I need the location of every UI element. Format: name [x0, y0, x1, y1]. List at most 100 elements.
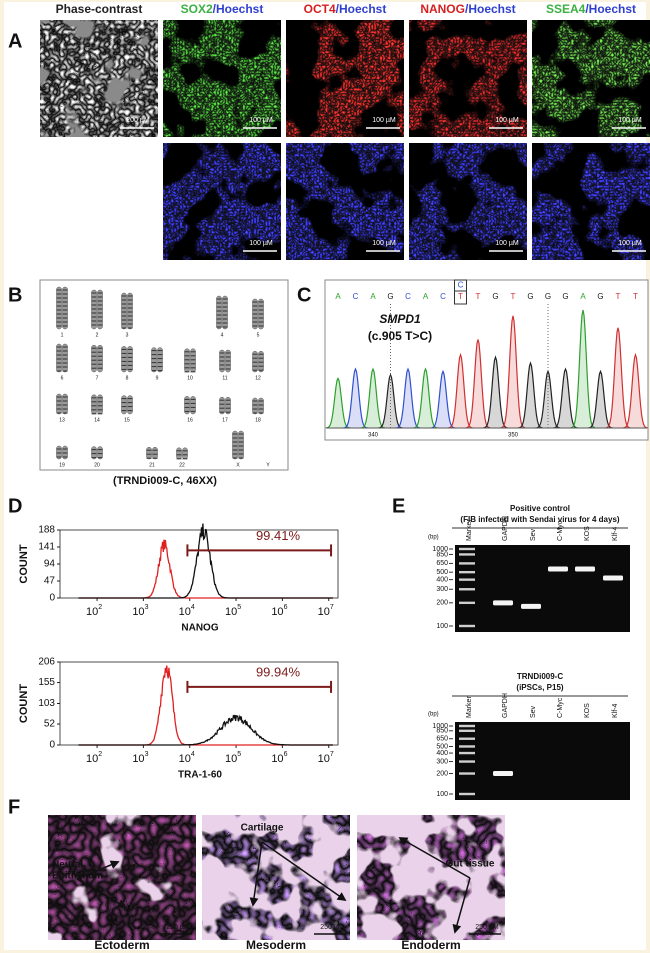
ladder-label: 100	[436, 791, 448, 798]
chromosome	[152, 446, 158, 460]
x-tick-label: 102	[86, 604, 102, 618]
y-axis-label: COUNT	[18, 684, 30, 723]
tick-base: 10	[179, 606, 191, 618]
scale-bar-label: 200 µM	[126, 117, 150, 124]
pcr-band	[575, 566, 595, 572]
lane-label: Marker	[466, 519, 473, 541]
gate-percent: 99.94%	[256, 664, 301, 679]
base-call: G	[562, 292, 568, 301]
ladder-label: 650	[436, 560, 448, 567]
micrograph-texture	[286, 20, 404, 137]
lane-label: Klf-4	[612, 527, 619, 542]
pcr-band	[603, 575, 623, 581]
x-tick-label: 107	[318, 604, 334, 618]
ladder-label: 400	[436, 750, 448, 757]
marker-name: OCT4	[304, 2, 336, 16]
trace-peak	[360, 367, 386, 429]
ladder-band	[459, 588, 475, 591]
stain-name: /Hoechst	[465, 2, 516, 16]
trace-peak	[447, 352, 473, 429]
stain-name: /Hoechst	[336, 2, 387, 16]
scale-bar-label: 250 µM	[166, 924, 190, 931]
x-tick-label: 102	[86, 751, 102, 765]
ladder-label: 300	[436, 586, 448, 593]
y-tick-label: 47	[44, 576, 56, 587]
ladder-label: 400	[436, 576, 448, 583]
chromosome	[146, 446, 152, 460]
lane-label: KOS	[584, 526, 591, 541]
tick-base: 10	[318, 606, 330, 618]
gene-name: SMPD1	[379, 312, 421, 326]
micrograph-texture	[163, 20, 281, 137]
panel-label: A	[8, 30, 22, 52]
scale-bar-label: 250 µM	[475, 924, 499, 931]
variant-call: C	[458, 281, 464, 290]
position-label: 340	[368, 433, 379, 439]
chromosome	[222, 295, 228, 330]
base-call: T	[511, 292, 516, 301]
ladder-label: 850	[436, 551, 448, 558]
base-call: C	[440, 292, 446, 301]
ladder-label: 850	[436, 728, 448, 735]
x-tick-label: 104	[179, 604, 195, 618]
unit-label: (bp)	[428, 535, 439, 541]
scale-bar-label: 100 µM	[249, 240, 273, 247]
chromosome-label: 10	[187, 375, 193, 381]
stain-name: /Hoechst	[213, 2, 264, 16]
ladder-label: 300	[436, 758, 448, 765]
base-call: T	[616, 292, 621, 301]
chromosome	[216, 295, 222, 330]
y-tick-label: 0	[49, 593, 55, 604]
chromosome-label: 19	[59, 462, 65, 468]
y-tick-label: 52	[44, 719, 56, 730]
panel-label: B	[8, 284, 22, 306]
chromosome-label: 6	[61, 375, 64, 381]
lane-label: GAPDH	[502, 693, 509, 718]
lane-label: Klf-4	[612, 704, 619, 719]
ladder-band	[459, 729, 475, 732]
tick-base: 10	[225, 753, 237, 765]
base-call: T	[458, 292, 463, 301]
base-call: G	[597, 292, 603, 301]
tick-exponent: 2	[98, 604, 102, 611]
marker-name: NANOG	[420, 2, 465, 16]
annotation-arrow	[261, 841, 347, 902]
x-tick-label: 105	[225, 751, 241, 765]
chromosome	[56, 286, 62, 330]
micrograph-texture	[532, 20, 650, 137]
tick-base: 10	[179, 753, 191, 765]
lane-label: KOS	[584, 703, 591, 718]
image-caption: Mesoderm	[246, 938, 306, 952]
x-tick-label: 105	[225, 604, 241, 618]
panel-label: E	[392, 495, 405, 517]
tick-base: 10	[271, 753, 283, 765]
ladder-label: 200	[436, 600, 448, 607]
chromosome-label: 18	[255, 417, 261, 423]
chromosome	[252, 350, 258, 373]
base-call: G	[545, 292, 551, 301]
chromosome	[157, 347, 163, 373]
trace-peak	[412, 367, 438, 429]
x-tick-label: 106	[271, 604, 287, 618]
tick-exponent: 7	[330, 604, 334, 611]
ladder-label: 100	[436, 623, 448, 630]
tick-base: 10	[132, 753, 144, 765]
column-header: OCT4/Hoechst	[304, 2, 387, 16]
scale-bar-label: 100 µM	[495, 117, 519, 124]
micrograph-texture	[163, 143, 281, 260]
tick-exponent: 5	[237, 751, 241, 758]
micrograph-texture	[40, 20, 158, 137]
ladder-band	[459, 624, 475, 628]
mutation-label: (c.905 T>C)	[368, 329, 432, 343]
x-tick-label: 107	[318, 751, 334, 765]
histogram-curve	[78, 523, 333, 599]
micrograph-texture	[532, 143, 650, 260]
chromosome	[62, 286, 68, 330]
tick-base: 10	[271, 606, 283, 618]
tick-exponent: 6	[284, 751, 288, 758]
x-tick-label: 106	[271, 751, 287, 765]
chromosome-label: 3	[126, 332, 129, 338]
chromosome	[225, 396, 231, 415]
trace-peak	[465, 339, 491, 429]
y-axis-label: COUNT	[18, 544, 30, 583]
